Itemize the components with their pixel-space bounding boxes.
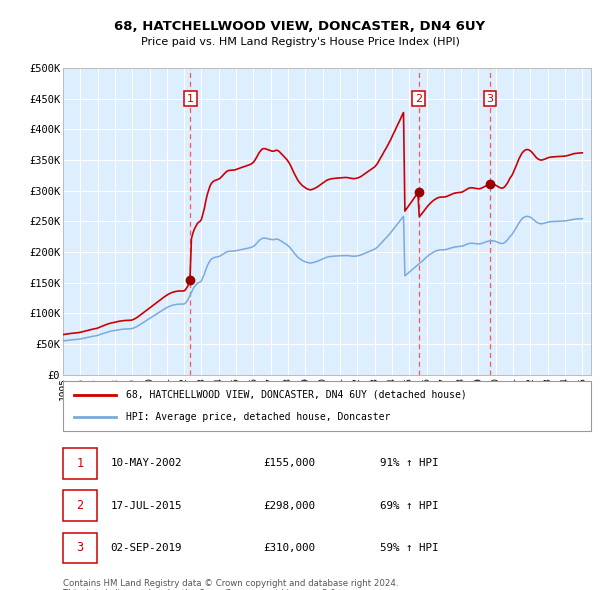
Text: 17-JUL-2015: 17-JUL-2015 [110, 501, 182, 510]
Text: 3: 3 [487, 94, 494, 103]
Text: £155,000: £155,000 [263, 458, 316, 468]
Text: 59% ↑ HPI: 59% ↑ HPI [380, 543, 438, 553]
FancyBboxPatch shape [63, 490, 97, 521]
Text: 2: 2 [77, 499, 84, 512]
Text: Contains HM Land Registry data © Crown copyright and database right 2024.: Contains HM Land Registry data © Crown c… [63, 579, 398, 588]
Text: 1: 1 [77, 457, 84, 470]
Text: 69% ↑ HPI: 69% ↑ HPI [380, 501, 438, 510]
Text: This data is licensed under the Open Government Licence v3.0.: This data is licensed under the Open Gov… [63, 589, 338, 590]
FancyBboxPatch shape [63, 448, 97, 478]
Text: £298,000: £298,000 [263, 501, 316, 510]
Text: 2: 2 [415, 94, 422, 103]
Text: 10-MAY-2002: 10-MAY-2002 [110, 458, 182, 468]
Text: £310,000: £310,000 [263, 543, 316, 553]
Text: 02-SEP-2019: 02-SEP-2019 [110, 543, 182, 553]
Text: 91% ↑ HPI: 91% ↑ HPI [380, 458, 438, 468]
Text: 68, HATCHELLWOOD VIEW, DONCASTER, DN4 6UY: 68, HATCHELLWOOD VIEW, DONCASTER, DN4 6U… [115, 20, 485, 33]
FancyBboxPatch shape [63, 381, 591, 431]
Text: Price paid vs. HM Land Registry's House Price Index (HPI): Price paid vs. HM Land Registry's House … [140, 38, 460, 47]
Text: HPI: Average price, detached house, Doncaster: HPI: Average price, detached house, Donc… [127, 412, 391, 422]
Text: 68, HATCHELLWOOD VIEW, DONCASTER, DN4 6UY (detached house): 68, HATCHELLWOOD VIEW, DONCASTER, DN4 6U… [127, 389, 467, 399]
Text: 1: 1 [187, 94, 194, 103]
Text: 3: 3 [77, 542, 84, 555]
FancyBboxPatch shape [63, 533, 97, 563]
